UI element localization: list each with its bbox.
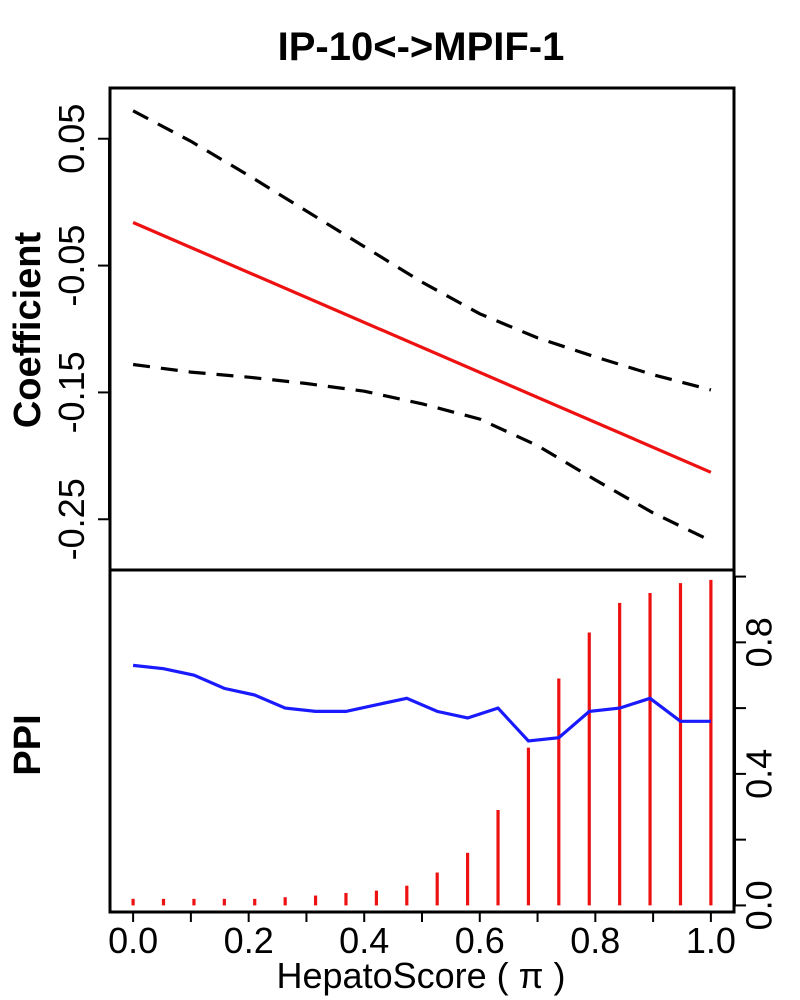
coefficient-y-axis-title: Coefficient: [7, 231, 49, 428]
x-axis-title: HepatoScore ( π ): [277, 955, 566, 996]
coefficient-y-tick-label: 0.05: [51, 104, 92, 174]
ppi-plot-frame: [108, 568, 736, 914]
ppi-y-axis-title: PPI: [7, 714, 49, 775]
ppi-y-tick-label: 0.0: [739, 880, 780, 930]
x-tick-label: 0.6: [455, 920, 505, 961]
ppi-plot-marks: [131, 579, 713, 906]
ppi-line: [132, 663, 711, 743]
coefficient-y-tick-label: -0.25: [51, 478, 92, 560]
ppi-panel: 0.0 0.4 0.8 0.0 0.2 0.4 0.6 0.8 1.0 PPI HepatoS…: [7, 575, 780, 996]
ppi-y-axis: 0.0 0.4 0.8: [734, 575, 780, 930]
x-tick-label: 0.0: [108, 920, 158, 961]
coefficient-plot-frame: [108, 86, 736, 572]
x-axis: 0.0 0.2 0.4 0.6 0.8 1.0: [108, 912, 736, 961]
ppi-y-tick-label: 0.4: [739, 749, 780, 799]
lower-band-line: [132, 362, 712, 543]
coefficient-y-axis: 0.05 -0.05 -0.15 -0.25: [51, 104, 110, 560]
x-tick-label: 1.0: [686, 920, 736, 961]
upper-band-line: [132, 109, 712, 392]
coefficient-plot-marks: [132, 109, 712, 543]
ppi-y-tick-label: 0.8: [739, 617, 780, 667]
x-tick-label: 0.8: [570, 920, 620, 961]
coefficient-y-tick-label: -0.05: [51, 225, 92, 307]
coefficient-y-tick-label: -0.15: [51, 351, 92, 433]
x-tick-label: 0.2: [224, 920, 274, 961]
chart-title: IP-10<->MPIF-1: [278, 25, 565, 69]
x-tick-label: 0.4: [339, 920, 389, 961]
coefficient-panel: 0.05 -0.05 -0.15 -0.25 Coefficient: [7, 104, 712, 560]
coefficient-line: [132, 221, 712, 474]
